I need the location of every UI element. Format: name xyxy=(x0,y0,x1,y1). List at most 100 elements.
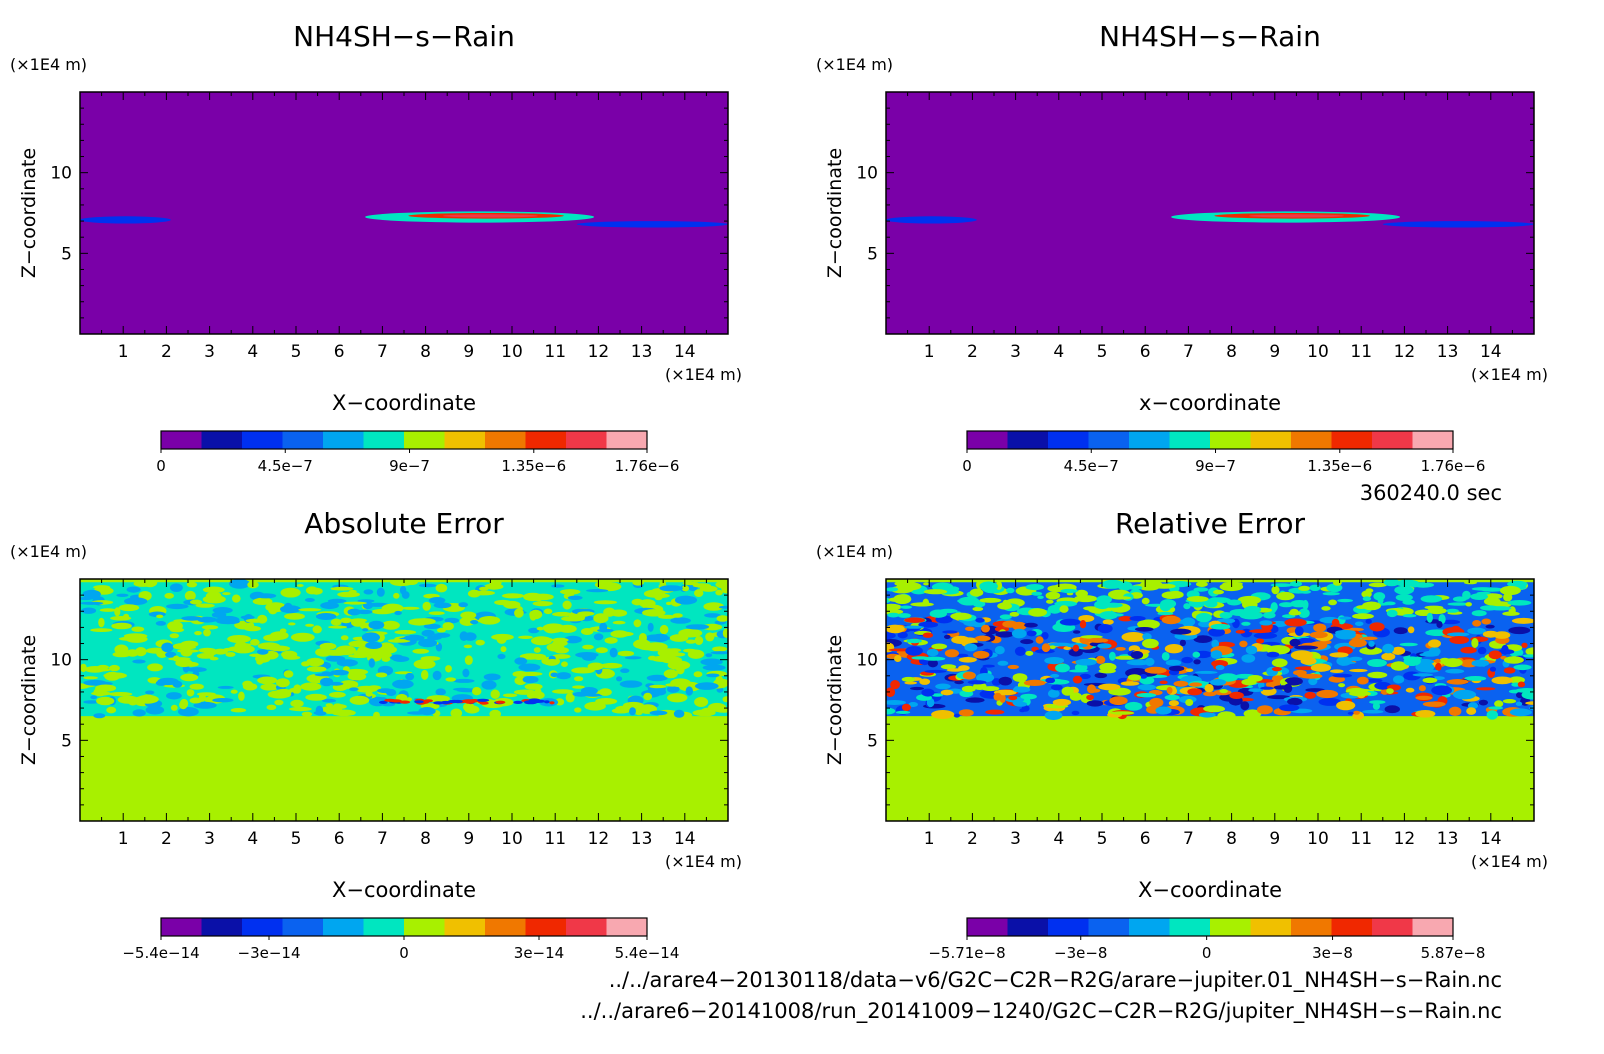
noise-cell xyxy=(252,597,273,606)
noise-cell xyxy=(961,685,976,693)
colorbar-swatch xyxy=(525,431,567,449)
data-band xyxy=(442,214,538,218)
data-band xyxy=(1382,221,1534,228)
noise-cell xyxy=(1464,676,1487,681)
noise-cell xyxy=(1047,604,1062,614)
colorbar-swatch xyxy=(1169,431,1211,449)
noise-cell xyxy=(685,624,710,630)
noise-cell xyxy=(329,691,346,698)
noise-cell xyxy=(718,605,728,609)
noise-cell xyxy=(373,711,380,720)
noise-cell xyxy=(886,624,905,634)
noise-cell xyxy=(958,709,974,717)
noise-cell xyxy=(1259,620,1273,626)
noise-cell xyxy=(577,611,595,616)
noise-cell xyxy=(561,661,568,667)
noise-cell xyxy=(1155,706,1172,715)
noise-cell xyxy=(197,616,217,623)
noise-cell xyxy=(1503,592,1513,602)
colorbar-tick-label: −5.71e−8 xyxy=(928,944,1005,962)
noise-cell xyxy=(923,582,930,586)
noise-cell xyxy=(1332,673,1353,678)
x-tick-label: 4 xyxy=(1053,829,1064,849)
noise-cell xyxy=(343,601,367,605)
noise-cell xyxy=(464,655,473,665)
noise-cell xyxy=(1031,591,1043,596)
noise-cell xyxy=(1263,611,1276,619)
noise-cell xyxy=(196,653,214,659)
noise-cell xyxy=(325,703,333,707)
noise-cell xyxy=(381,603,404,613)
noise-cell xyxy=(976,673,995,683)
noise-cell xyxy=(599,622,608,633)
noise-cell xyxy=(178,707,199,717)
noise-cell xyxy=(362,628,369,632)
noise-cell xyxy=(1059,605,1069,613)
noise-cell xyxy=(953,713,961,718)
noise-cell xyxy=(702,664,726,671)
noise-cell xyxy=(1321,606,1331,611)
x-tick-label: 5 xyxy=(291,829,302,849)
noise-cell xyxy=(187,667,207,673)
noise-cell xyxy=(114,607,121,617)
noise-cell xyxy=(1480,587,1504,592)
noise-cell xyxy=(1288,610,1302,616)
noise-cell xyxy=(1059,618,1081,626)
noise-cell xyxy=(890,680,900,690)
noise-cell xyxy=(1069,692,1082,701)
noise-cell xyxy=(90,628,113,632)
noise-cell xyxy=(705,653,713,658)
noise-cell xyxy=(649,710,668,716)
noise-cell xyxy=(1050,673,1060,678)
noise-cell xyxy=(458,602,469,608)
noise-cell xyxy=(1074,595,1098,603)
noise-cell xyxy=(1164,644,1184,654)
noise-cell xyxy=(593,613,609,624)
noise-cell xyxy=(110,616,132,621)
noise-cell xyxy=(257,676,278,685)
noise-cell xyxy=(1095,655,1106,665)
noise-cell xyxy=(225,652,236,657)
noise-cell xyxy=(669,634,689,642)
noise-cell xyxy=(572,685,585,689)
noise-cell xyxy=(556,672,571,680)
data-streak xyxy=(399,700,411,704)
noise-cell xyxy=(1511,617,1534,624)
noise-cell xyxy=(1054,600,1078,607)
noise-cell xyxy=(340,617,352,624)
noise-cell xyxy=(657,614,676,619)
noise-cell xyxy=(1448,706,1462,716)
x-tick-label: 8 xyxy=(1226,829,1237,849)
noise-cell xyxy=(1215,664,1225,671)
noise-cell xyxy=(179,700,188,710)
noise-cell xyxy=(1471,638,1479,648)
noise-cell xyxy=(1078,615,1095,622)
colorbar-swatch xyxy=(161,431,202,449)
noise-cell xyxy=(1488,706,1504,710)
x-tick-label: 10 xyxy=(1307,342,1329,362)
colorbar-tick-label: 5.4e−14 xyxy=(615,944,680,962)
noise-cell xyxy=(1109,696,1128,706)
noise-cell xyxy=(196,692,216,696)
noise-cell xyxy=(229,579,251,589)
x-tick-label: 9 xyxy=(463,342,474,362)
noise-cell xyxy=(1460,646,1477,654)
x-tick-label: 4 xyxy=(247,829,258,849)
noise-cell xyxy=(189,683,204,690)
noise-cell xyxy=(1309,631,1328,639)
noise-cell xyxy=(1101,579,1124,589)
noise-cell xyxy=(581,628,594,635)
x-tick-label: 7 xyxy=(377,342,388,362)
noise-cell xyxy=(118,604,140,612)
noise-cell xyxy=(617,650,635,657)
y-unit-label: (×1E4 m) xyxy=(10,55,87,74)
noise-cell xyxy=(462,668,470,678)
noise-cell xyxy=(536,626,544,631)
noise-cell xyxy=(1427,607,1447,615)
noise-cell xyxy=(623,701,644,709)
noise-cell xyxy=(1127,674,1142,681)
noise-cell xyxy=(1369,622,1385,632)
noise-cell xyxy=(1099,662,1117,672)
noise-cell xyxy=(595,698,618,705)
